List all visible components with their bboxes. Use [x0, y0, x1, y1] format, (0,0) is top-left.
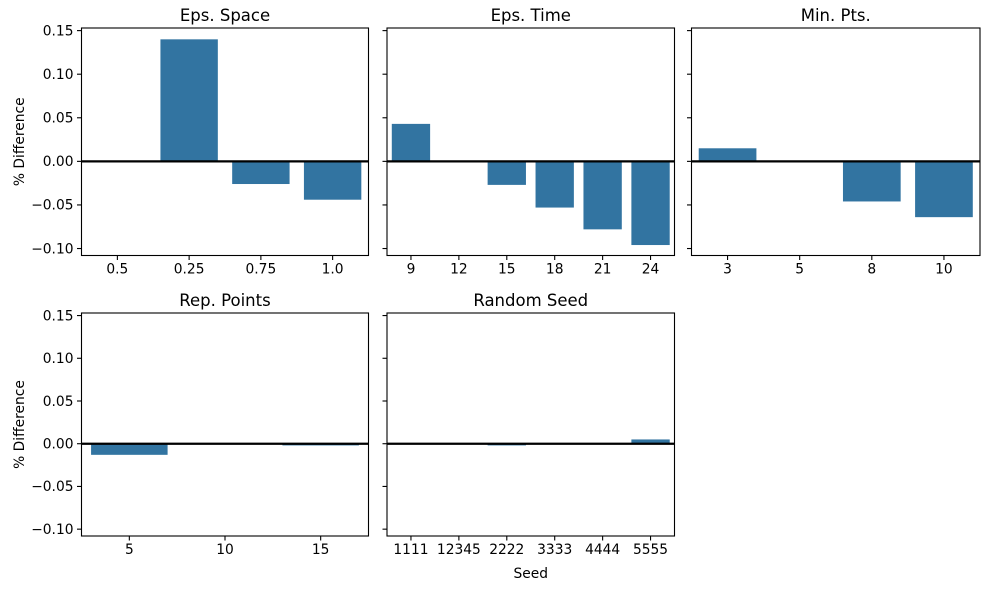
bar-eps-time-9: [391, 123, 431, 162]
bar-random-seed-5555: [631, 439, 670, 444]
x-tick-label: 21: [594, 262, 612, 278]
axes-frame: [386, 312, 676, 537]
bar-min-pts-10: [915, 161, 973, 218]
axes-background: [387, 313, 675, 536]
bar-rep-points-5: [91, 443, 168, 455]
y-axis-label: % Difference: [12, 380, 28, 469]
axes-background: [81, 28, 369, 256]
axes-background: [387, 28, 675, 256]
axes-frame: [386, 27, 676, 257]
y-tick-label: 0.15: [43, 23, 74, 39]
y-tick-label: 0.10: [43, 67, 74, 83]
bar-min-pts-8: [842, 161, 901, 202]
subplot-title: Rep. Points: [179, 291, 270, 310]
y-tick-label: 0.00: [43, 437, 74, 453]
bar-eps-space-1-0: [303, 161, 362, 200]
subplot-title: Min. Pts.: [801, 6, 871, 25]
y-tick-label: −0.10: [31, 522, 73, 538]
x-tick-label: 1.0: [322, 262, 344, 278]
y-tick-label: 0.10: [43, 351, 74, 367]
x-tick-label: 5555: [633, 542, 668, 558]
x-tick-label: 15: [312, 542, 330, 558]
y-tick-label: −0.05: [31, 198, 73, 214]
x-tick-label: 9: [407, 262, 416, 278]
subplot-title: Eps. Time: [491, 6, 571, 25]
x-tick-label: 3333: [537, 542, 572, 558]
y-tick-label: 0.05: [43, 111, 74, 127]
x-tick-label: 1111: [393, 542, 428, 558]
x-tick-label: 24: [642, 262, 660, 278]
x-tick-label: 18: [546, 262, 564, 278]
x-tick-label: 8: [867, 262, 876, 278]
x-tick-label: 5: [795, 262, 804, 278]
x-tick-label: 4444: [585, 542, 620, 558]
x-tick-label: 3: [723, 262, 732, 278]
x-axis-label: Seed: [514, 566, 549, 582]
axes-background: [691, 28, 980, 256]
bar-eps-time-24: [631, 161, 670, 246]
bar-eps-space-0-25: [160, 39, 218, 162]
subplot-min-pts: 3 5 8 10 Min. Pts.: [687, 6, 981, 278]
bar-min-pts-3: [698, 148, 757, 162]
x-tick-label: 10: [216, 542, 234, 558]
y-tick-label: 0.00: [43, 154, 74, 170]
y-axis-label: % Difference: [12, 97, 28, 186]
axes-background: [81, 313, 369, 536]
axes-frame: [690, 27, 981, 257]
y-tick-label: −0.10: [31, 241, 73, 257]
y-tick-label: −0.05: [31, 479, 73, 495]
x-tick-label: 0.25: [174, 262, 205, 278]
x-tick-label: 12345: [437, 542, 481, 558]
axes-frame: [80, 27, 370, 257]
subplot-rep-points: 0.15 0.10 0.05 0.00 −0.05 −0.10 5 10 15 Rep. Poin…: [12, 291, 370, 558]
x-tick-label: 10: [935, 262, 953, 278]
subplot-title: Random Seed: [473, 291, 588, 310]
y-tick-label: 0.15: [43, 308, 74, 324]
x-tick-label: 0.75: [246, 262, 277, 278]
subplot-eps-space: 0.15 0.10 0.05 0.00 −0.05 −0.10 0.5 0.25 0.75 1.0…: [12, 6, 370, 278]
x-tick-label: 5: [125, 542, 134, 558]
subplot-title: Eps. Space: [180, 6, 270, 25]
y-tick-label: 0.05: [43, 394, 74, 410]
subplot-random-seed: 1111 12345 2222 3333 4444 5555 Random Seed Seed: [382, 291, 676, 582]
x-tick-label: 2222: [489, 542, 524, 558]
bar-eps-space-0-75: [232, 161, 290, 185]
bar-eps-time-15: [487, 161, 526, 185]
subplot-eps-time: 9 12 15 18 21 24 Eps. Time: [382, 6, 676, 278]
x-tick-label: 12: [450, 262, 468, 278]
x-tick-label: 15: [498, 262, 516, 278]
bar-eps-time-18: [535, 161, 574, 208]
x-tick-label: 0.5: [106, 262, 128, 278]
bar-eps-time-21: [583, 161, 622, 230]
